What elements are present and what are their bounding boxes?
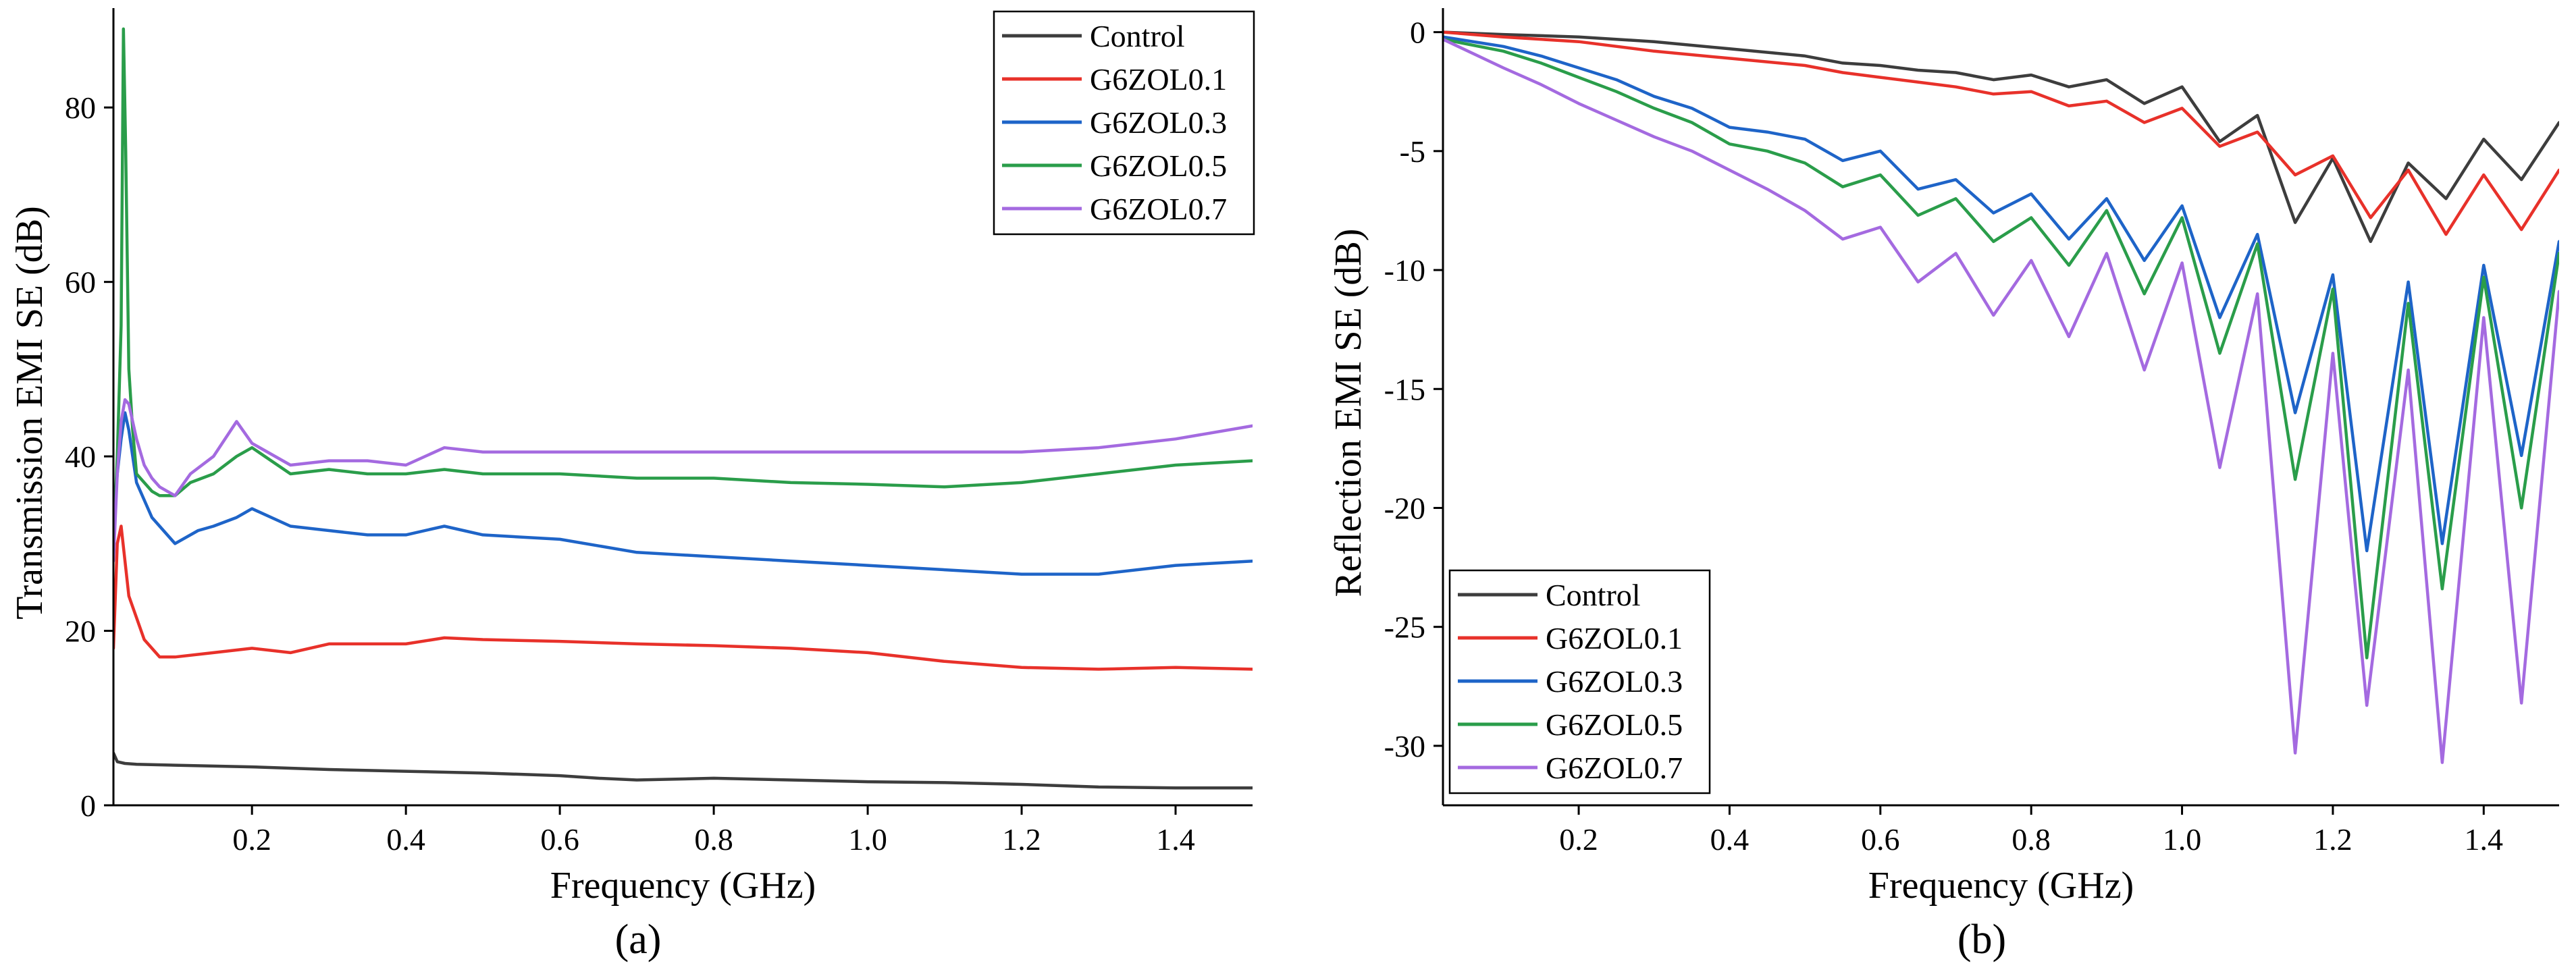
y-tick-label: -15 bbox=[1384, 372, 1425, 406]
x-tick-label: 0.6 bbox=[1861, 822, 1900, 857]
series-line-g6zol0-3 bbox=[113, 411, 1253, 576]
x-tick-label: 1.2 bbox=[2313, 822, 2352, 857]
panel-b-reflection-chart: 0.2 0.4 0.6 0.8 1.0 1.2 1.4 0 -5 -10 -15 -20 -25 -30 F… bbox=[1328, 8, 2559, 963]
x-tick-label: 1.4 bbox=[2465, 822, 2504, 857]
legend-label: G6ZOL0.1 bbox=[1090, 62, 1227, 97]
x-tick-label: 0.8 bbox=[2012, 822, 2051, 857]
legend-label: G6ZOL0.7 bbox=[1546, 751, 1683, 785]
x-tick-label: 0.4 bbox=[1710, 822, 1750, 857]
legend-label: G6ZOL0.3 bbox=[1090, 105, 1227, 140]
series-line-g6zol0-7 bbox=[113, 398, 1253, 563]
legend-label: G6ZOL0.1 bbox=[1546, 621, 1683, 655]
y-tick-label: -20 bbox=[1384, 491, 1425, 525]
legend-label: G6ZOL0.5 bbox=[1546, 707, 1683, 742]
series-line-g6zol0-1 bbox=[1443, 30, 2559, 236]
y-axis-title: Transmission EMI SE (dB) bbox=[9, 206, 51, 619]
x-tick-label: 0.6 bbox=[540, 822, 579, 857]
x-tick-label: 1.0 bbox=[848, 822, 887, 857]
y-tick-label: -5 bbox=[1400, 134, 1425, 169]
x-tick-label: 1.4 bbox=[1156, 822, 1195, 857]
series-line-g6zol0-3 bbox=[1443, 35, 2559, 553]
legend: Control G6ZOL0.1 G6ZOL0.3 G6ZOL0.5 G6ZOL0.7 bbox=[1448, 569, 1711, 794]
y-tick-label: 40 bbox=[65, 439, 96, 474]
series-line-g6zol0-5 bbox=[1443, 37, 2559, 659]
y-tick-label: -30 bbox=[1384, 729, 1425, 763]
legend-label: Control bbox=[1090, 19, 1185, 53]
x-tick-label: 0.8 bbox=[694, 822, 733, 857]
y-tick-label: 80 bbox=[65, 90, 96, 125]
legend-label: G6ZOL0.5 bbox=[1090, 149, 1227, 183]
series-line-g6zol0-5 bbox=[113, 27, 1253, 545]
x-axis-title: Frequency (GHz) bbox=[1868, 865, 2134, 907]
series-line-g6zol0-1 bbox=[113, 524, 1253, 671]
y-tick-label: 0 bbox=[80, 788, 96, 823]
panel-label: (b) bbox=[1957, 917, 2006, 963]
legend-label: Control bbox=[1546, 578, 1641, 612]
series-line-g6zol0-7 bbox=[1443, 37, 2559, 764]
y-tick-label: 60 bbox=[65, 265, 96, 300]
x-tick-label: 0.2 bbox=[1559, 822, 1598, 857]
legend-label: G6ZOL0.7 bbox=[1090, 192, 1227, 226]
x-axis-title: Frequency (GHz) bbox=[550, 865, 816, 907]
x-tick-label: 1.0 bbox=[2163, 822, 2202, 857]
x-tick-label: 1.2 bbox=[1002, 822, 1041, 857]
legend-label: G6ZOL0.3 bbox=[1546, 664, 1683, 699]
legend: Control G6ZOL0.1 G6ZOL0.3 G6ZOL0.5 G6ZOL0.7 bbox=[993, 10, 1255, 236]
panel-a-transmission-chart: 0.2 0.4 0.6 0.8 1.0 1.2 1.4 0 20 40 60 80 Frequency … bbox=[9, 8, 1255, 963]
series-line-control bbox=[113, 751, 1253, 790]
x-tick-label: 0.4 bbox=[386, 822, 425, 857]
y-tick-label: 0 bbox=[1410, 16, 1425, 50]
panel-label: (a) bbox=[615, 917, 662, 963]
x-tick-label: 0.2 bbox=[232, 822, 271, 857]
y-tick-label: -25 bbox=[1384, 610, 1425, 645]
y-tick-label: 20 bbox=[65, 614, 96, 649]
y-axis-title: Reflection EMI SE (dB) bbox=[1328, 229, 1369, 597]
y-tick-label: -10 bbox=[1384, 253, 1425, 288]
